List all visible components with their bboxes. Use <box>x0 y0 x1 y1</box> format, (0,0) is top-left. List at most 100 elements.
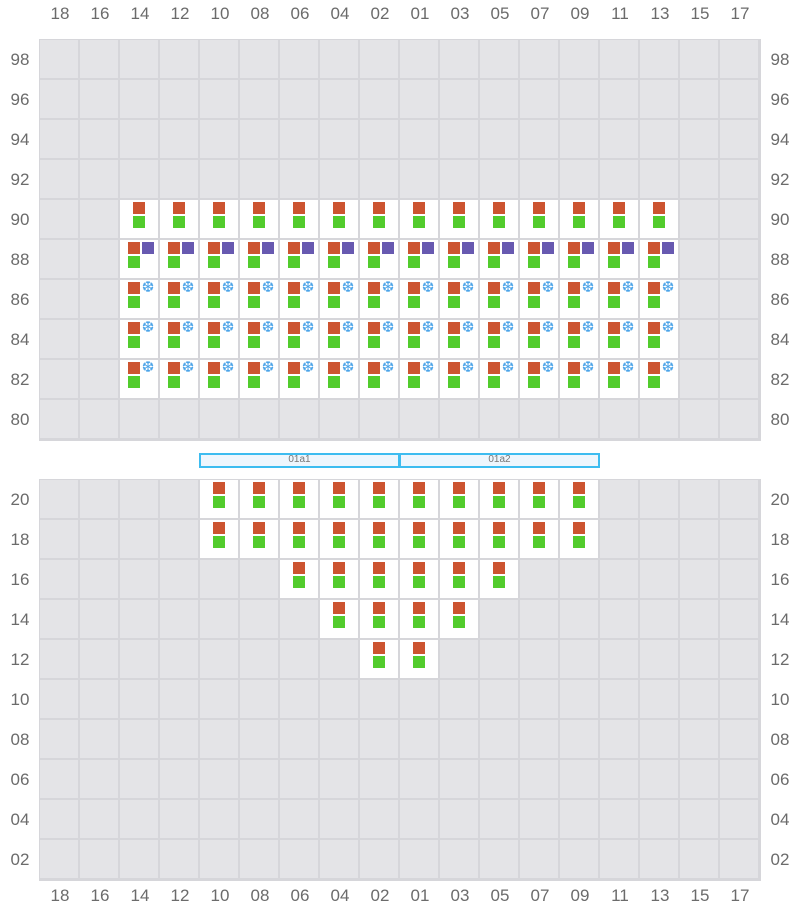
empty-slot[interactable] <box>160 160 198 198</box>
empty-slot[interactable] <box>520 600 558 638</box>
empty-slot[interactable] <box>80 320 118 358</box>
empty-slot[interactable] <box>600 160 638 198</box>
empty-slot[interactable] <box>280 400 318 438</box>
empty-slot[interactable] <box>680 680 718 718</box>
empty-slot[interactable] <box>360 120 398 158</box>
empty-slot[interactable] <box>560 160 598 198</box>
empty-slot[interactable] <box>720 480 758 518</box>
empty-slot[interactable] <box>480 640 518 678</box>
empty-slot[interactable] <box>200 760 238 798</box>
empty-slot[interactable] <box>400 40 438 78</box>
empty-slot[interactable] <box>640 400 678 438</box>
empty-slot[interactable] <box>240 400 278 438</box>
empty-slot[interactable] <box>320 40 358 78</box>
empty-slot[interactable] <box>200 840 238 878</box>
empty-slot[interactable] <box>80 200 118 238</box>
empty-slot[interactable] <box>120 560 158 598</box>
empty-slot[interactable] <box>720 320 758 358</box>
empty-slot[interactable] <box>680 80 718 118</box>
empty-slot[interactable] <box>160 80 198 118</box>
empty-slot[interactable] <box>240 640 278 678</box>
empty-slot[interactable] <box>240 720 278 758</box>
empty-slot[interactable] <box>680 120 718 158</box>
empty-slot[interactable] <box>560 400 598 438</box>
empty-slot[interactable] <box>200 640 238 678</box>
empty-slot[interactable] <box>360 800 398 838</box>
empty-slot[interactable] <box>600 520 638 558</box>
empty-slot[interactable] <box>160 600 198 638</box>
empty-slot[interactable] <box>40 80 78 118</box>
empty-slot[interactable] <box>640 480 678 518</box>
empty-slot[interactable] <box>680 720 718 758</box>
empty-slot[interactable] <box>640 840 678 878</box>
empty-slot[interactable] <box>600 640 638 678</box>
empty-slot[interactable] <box>320 680 358 718</box>
empty-slot[interactable] <box>120 600 158 638</box>
empty-slot[interactable] <box>600 480 638 518</box>
empty-slot[interactable] <box>320 120 358 158</box>
empty-slot[interactable] <box>240 680 278 718</box>
empty-slot[interactable] <box>480 600 518 638</box>
empty-slot[interactable] <box>160 40 198 78</box>
empty-slot[interactable] <box>360 40 398 78</box>
empty-slot[interactable] <box>40 400 78 438</box>
empty-slot[interactable] <box>160 520 198 558</box>
empty-slot[interactable] <box>200 560 238 598</box>
empty-slot[interactable] <box>720 680 758 718</box>
empty-slot[interactable] <box>720 280 758 318</box>
empty-slot[interactable] <box>80 520 118 558</box>
empty-slot[interactable] <box>720 360 758 398</box>
empty-slot[interactable] <box>280 720 318 758</box>
empty-slot[interactable] <box>480 800 518 838</box>
empty-slot[interactable] <box>680 160 718 198</box>
empty-slot[interactable] <box>120 640 158 678</box>
empty-slot[interactable] <box>160 560 198 598</box>
empty-slot[interactable] <box>280 600 318 638</box>
empty-slot[interactable] <box>240 80 278 118</box>
empty-slot[interactable] <box>320 640 358 678</box>
empty-slot[interactable] <box>560 760 598 798</box>
empty-slot[interactable] <box>120 800 158 838</box>
empty-slot[interactable] <box>440 120 478 158</box>
empty-slot[interactable] <box>680 640 718 678</box>
empty-slot[interactable] <box>440 160 478 198</box>
empty-slot[interactable] <box>200 720 238 758</box>
empty-slot[interactable] <box>560 40 598 78</box>
empty-slot[interactable] <box>720 240 758 278</box>
empty-slot[interactable] <box>680 40 718 78</box>
empty-slot[interactable] <box>680 200 718 238</box>
empty-slot[interactable] <box>80 560 118 598</box>
empty-slot[interactable] <box>40 480 78 518</box>
empty-slot[interactable] <box>80 480 118 518</box>
empty-slot[interactable] <box>680 240 718 278</box>
empty-slot[interactable] <box>40 360 78 398</box>
empty-slot[interactable] <box>280 160 318 198</box>
hatch-cover-01a2[interactable]: 01a2 <box>399 453 600 468</box>
empty-slot[interactable] <box>520 760 558 798</box>
empty-slot[interactable] <box>80 80 118 118</box>
empty-slot[interactable] <box>200 600 238 638</box>
empty-slot[interactable] <box>240 800 278 838</box>
empty-slot[interactable] <box>640 680 678 718</box>
empty-slot[interactable] <box>520 800 558 838</box>
empty-slot[interactable] <box>680 600 718 638</box>
empty-slot[interactable] <box>80 160 118 198</box>
empty-slot[interactable] <box>520 400 558 438</box>
empty-slot[interactable] <box>120 160 158 198</box>
empty-slot[interactable] <box>480 400 518 438</box>
empty-slot[interactable] <box>360 80 398 118</box>
empty-slot[interactable] <box>280 40 318 78</box>
empty-slot[interactable] <box>200 680 238 718</box>
empty-slot[interactable] <box>360 160 398 198</box>
empty-slot[interactable] <box>720 560 758 598</box>
empty-slot[interactable] <box>480 760 518 798</box>
empty-slot[interactable] <box>640 520 678 558</box>
empty-slot[interactable] <box>720 40 758 78</box>
empty-slot[interactable] <box>120 720 158 758</box>
empty-slot[interactable] <box>80 600 118 638</box>
empty-slot[interactable] <box>320 840 358 878</box>
empty-slot[interactable] <box>440 840 478 878</box>
empty-slot[interactable] <box>80 400 118 438</box>
empty-slot[interactable] <box>200 800 238 838</box>
empty-slot[interactable] <box>720 160 758 198</box>
